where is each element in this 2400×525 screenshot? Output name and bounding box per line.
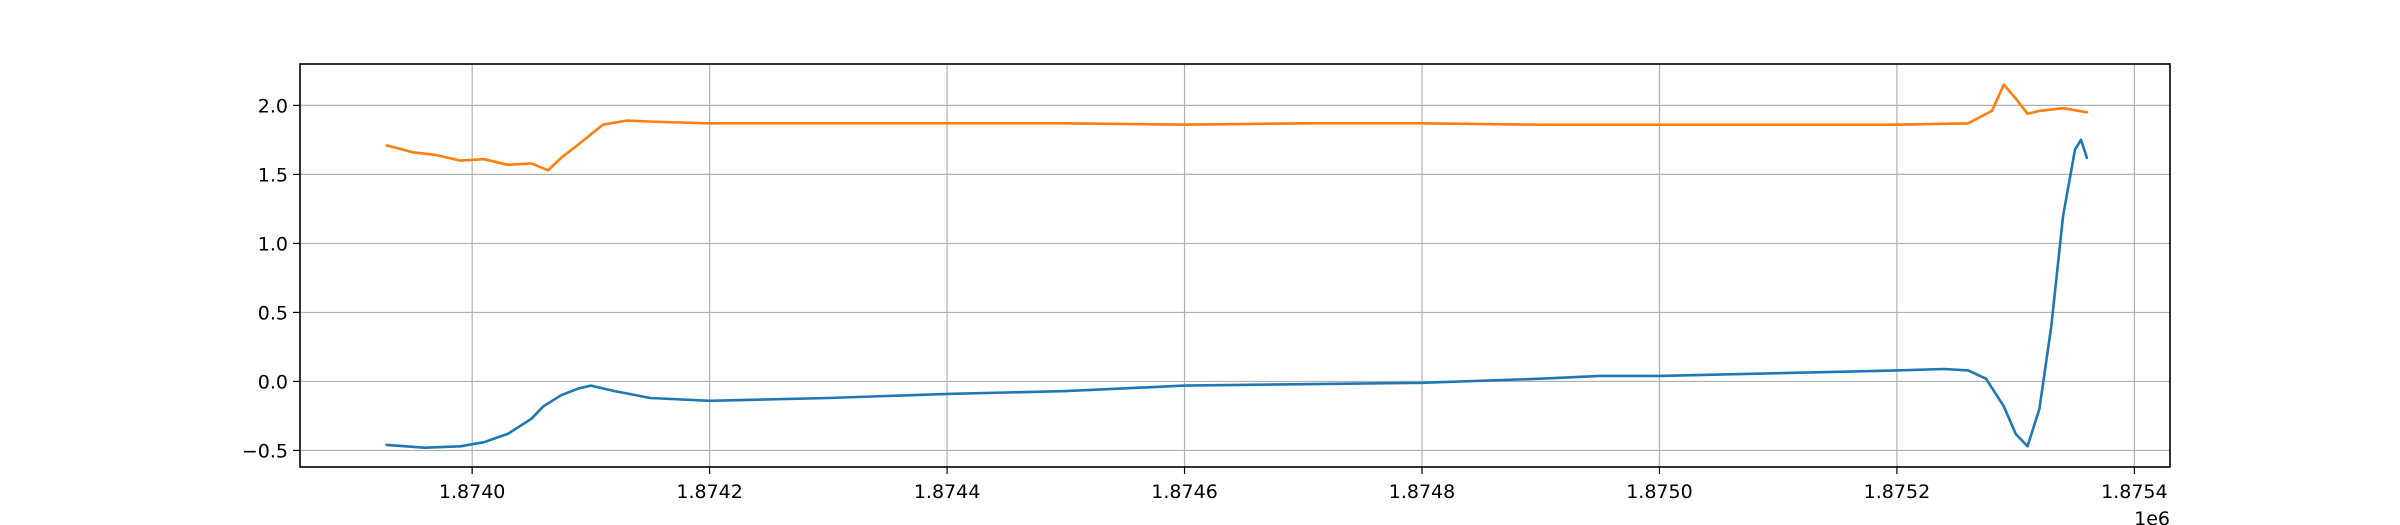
x-tick-label: 1.8752	[1864, 481, 1930, 503]
y-tick-label: 0.0	[258, 371, 288, 393]
grid	[300, 64, 2170, 467]
y-tick-label: 2.0	[258, 95, 288, 117]
plot-frame	[299, 63, 2171, 468]
axis-ticks: 1.8740 1.8742 1.8744 1.8746 1.8748 1.8750 1.87…	[242, 95, 2168, 503]
series-layer	[385, 83, 2089, 450]
x-tick-label: 1.8748	[1389, 481, 1455, 503]
y-tick-label: 0.5	[258, 302, 288, 324]
x-tick-label: 1.8740	[439, 481, 505, 503]
x-tick-label: 1.8750	[1626, 481, 1692, 503]
x-tick-label: 1.8746	[1151, 481, 1217, 503]
y-tick-label: −0.5	[242, 440, 288, 462]
x-tick-label: 1.8754	[2101, 481, 2167, 503]
series-line-2	[385, 83, 2089, 172]
y-tick-label: 1.5	[258, 164, 288, 186]
series-line-1	[385, 138, 2089, 450]
y-tick-label: 1.0	[258, 233, 288, 255]
x-axis-offset-label: 1e6	[2134, 508, 2170, 525]
x-tick-label: 1.8744	[914, 481, 980, 503]
x-tick-label: 1.8742	[676, 481, 742, 503]
